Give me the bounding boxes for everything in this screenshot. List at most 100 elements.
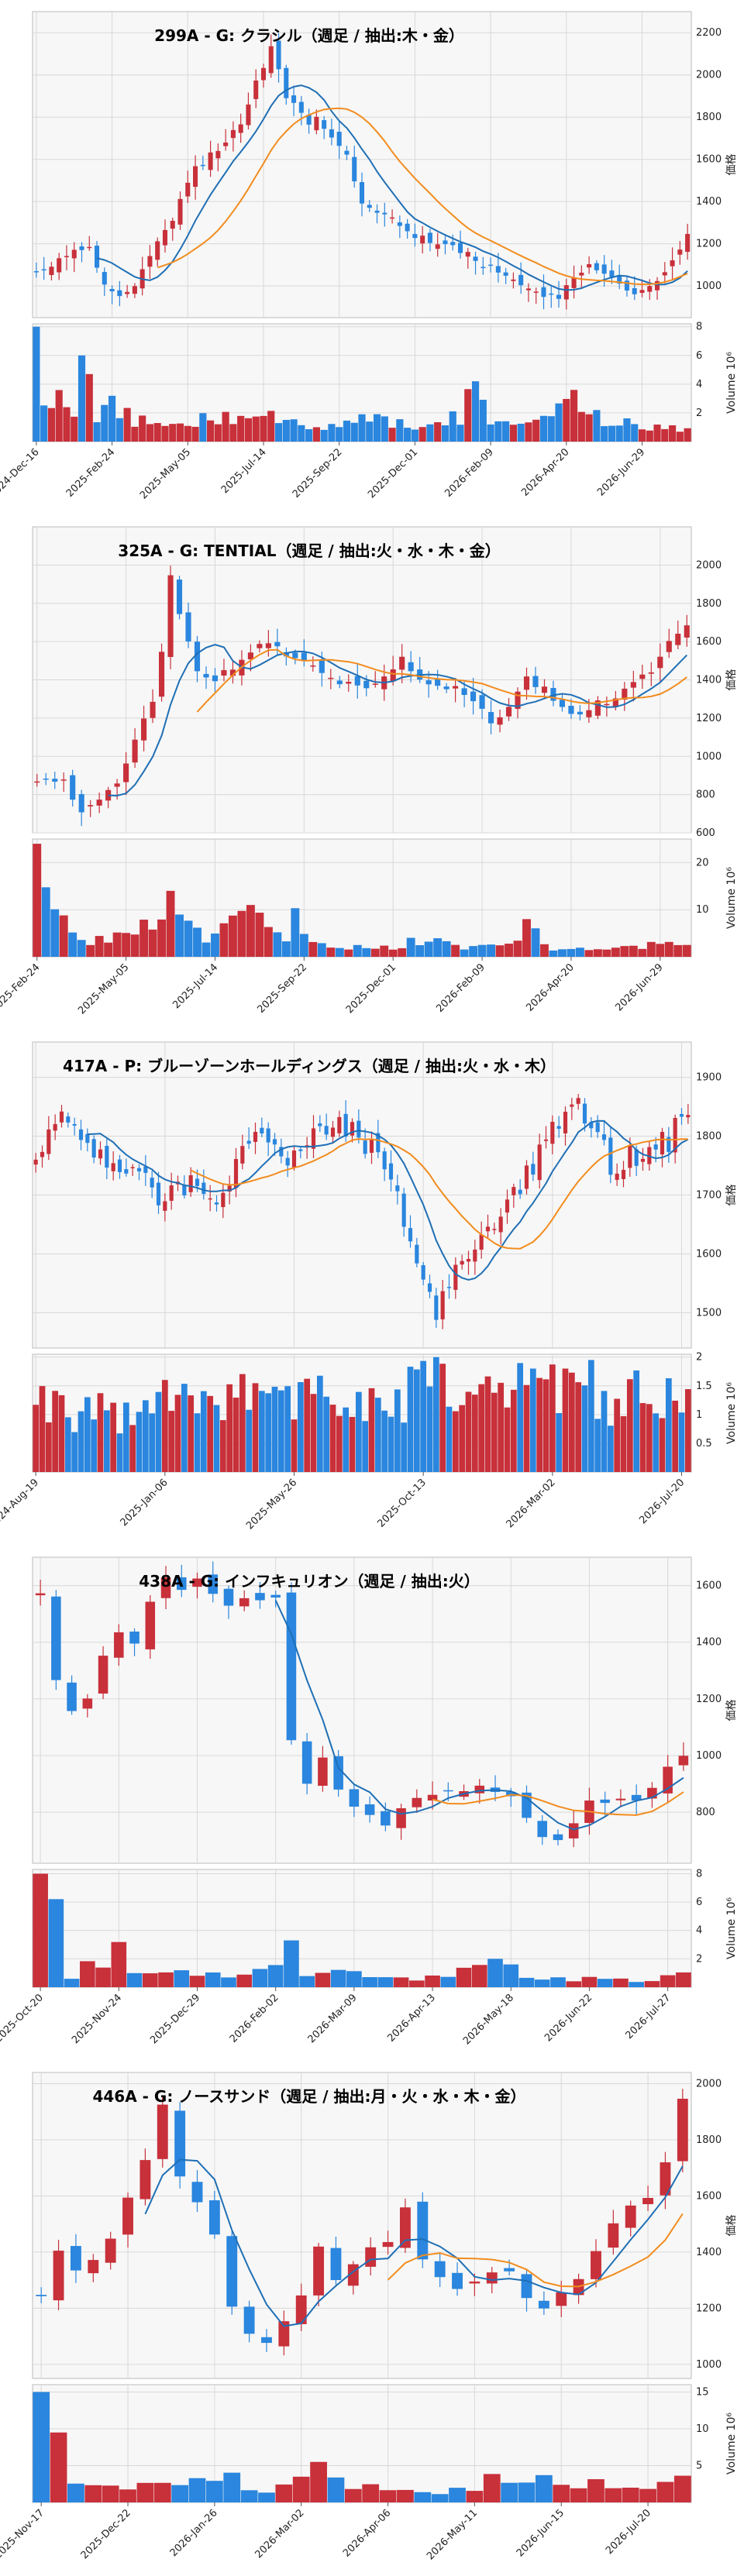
candle-body <box>182 1185 187 1195</box>
candle-body <box>59 1111 64 1123</box>
candle-body <box>324 1126 329 1135</box>
candle-body <box>346 682 352 684</box>
volume-bar <box>277 1390 284 1472</box>
candle-body <box>176 580 183 614</box>
volume-bar <box>153 423 161 442</box>
volume-bar <box>362 1421 369 1472</box>
candle-body <box>440 1291 445 1319</box>
price-tick-label: 2000 <box>696 70 722 81</box>
volume-bar <box>77 940 86 957</box>
candle-body <box>208 1574 219 1594</box>
volume-bar <box>388 949 398 957</box>
volume-bar <box>205 2481 223 2502</box>
volume-bar <box>471 1965 487 1987</box>
chart-title: 438A - G: インフキュリオン（週足 / 抽出:火） <box>139 1572 479 1591</box>
volume-bar <box>659 1418 666 1472</box>
candle-body <box>91 1139 96 1158</box>
volume-bar <box>274 423 283 442</box>
volume-bar <box>684 428 691 442</box>
volume-bar <box>181 1384 188 1472</box>
candle-body <box>350 1122 355 1136</box>
volume-bar <box>166 890 175 957</box>
volume-bar <box>157 919 166 957</box>
volume-bar <box>644 1981 660 1987</box>
candle-body <box>185 612 191 641</box>
candle-body <box>111 1163 115 1171</box>
volume-bar <box>252 1969 268 1987</box>
price-tick-label: 1600 <box>696 636 722 648</box>
volume-bar <box>433 938 443 957</box>
volume-bar <box>271 1386 278 1472</box>
volume-bar <box>393 1977 409 1987</box>
price-axis-label: 価格 <box>725 1185 738 1206</box>
x-tick-label: 2026-Apr-06 <box>341 2507 393 2559</box>
volume-bar <box>305 429 313 442</box>
price-tick-label: 1600 <box>696 154 722 166</box>
candle-body <box>453 1264 458 1290</box>
candle-body <box>257 644 263 648</box>
volume-bar <box>184 920 193 957</box>
candle-body <box>604 703 610 706</box>
x-tick-label: 2026-Apr-20 <box>519 446 571 498</box>
candle-body <box>105 1146 109 1168</box>
volume-bar <box>214 424 222 442</box>
volume-bar <box>602 949 611 957</box>
candle-body <box>563 1111 568 1133</box>
volume-bar <box>232 1397 239 1472</box>
volume-tick-label: 6 <box>696 350 702 362</box>
candle-body <box>666 1137 671 1152</box>
price-axis-label: 価格 <box>725 669 738 691</box>
volume-bar <box>505 944 513 957</box>
volume-bar <box>381 416 388 442</box>
candle-body <box>143 1166 148 1173</box>
candle-body <box>518 1189 522 1195</box>
volume-bar <box>47 408 56 442</box>
candle-body <box>243 2306 255 2334</box>
x-tick-label: 2025-Dec-22 <box>79 2507 133 2561</box>
candle-body <box>405 223 410 232</box>
candle-body <box>679 1113 684 1117</box>
candle-body <box>639 674 646 679</box>
volume-bar <box>52 1391 59 1472</box>
candle-body <box>221 669 227 676</box>
candle-body <box>356 1120 361 1138</box>
volume-bar <box>577 411 585 442</box>
candle-body <box>33 1159 38 1165</box>
candle-body <box>425 680 432 685</box>
candle-body <box>461 688 467 695</box>
candle-body <box>382 2241 394 2248</box>
candle-body <box>434 2261 446 2278</box>
candle-body <box>568 1823 579 1838</box>
candle-body <box>185 182 191 197</box>
price-tick-label: 1000 <box>696 2359 722 2371</box>
candle-body <box>443 686 450 690</box>
volume-tick-label: 6 <box>696 1897 702 1908</box>
candle-body <box>396 1808 406 1828</box>
volume-bar <box>284 1940 299 1987</box>
candle-body <box>238 124 243 133</box>
candle-body <box>43 778 49 780</box>
volume-bar <box>343 1407 350 1472</box>
x-tick-label: 2024-Aug-19 <box>0 1477 41 1531</box>
candle-body <box>543 1139 549 1141</box>
price-tick-label: 800 <box>696 1807 715 1818</box>
candle-body <box>595 1122 600 1133</box>
candle-body <box>88 805 94 807</box>
candle-body <box>162 229 168 246</box>
moving-average-long-line <box>190 1138 688 1250</box>
candlestick-chart: 800 1000 1200 1400 1600 2 4 6 8 438A - G: インフキュリオ… <box>0 1556 738 2047</box>
candle-body <box>570 1104 574 1107</box>
candle-body <box>53 1123 57 1131</box>
volume-bar <box>330 1969 346 1987</box>
x-tick-label: 2025-Oct-20 <box>0 1992 46 2045</box>
candle-body <box>382 1151 387 1170</box>
x-tick-label: 2026-Jan-26 <box>168 2507 220 2559</box>
volume-bar <box>328 424 336 442</box>
volume-bar <box>158 1972 174 1987</box>
volume-bar <box>260 415 267 442</box>
volume-bar <box>558 949 567 957</box>
volume-bar <box>336 1415 343 1472</box>
volume-bar <box>171 2485 189 2502</box>
volume-axis-label: Volume 10⁶ <box>725 2413 738 2475</box>
volume-bar <box>431 2494 449 2502</box>
